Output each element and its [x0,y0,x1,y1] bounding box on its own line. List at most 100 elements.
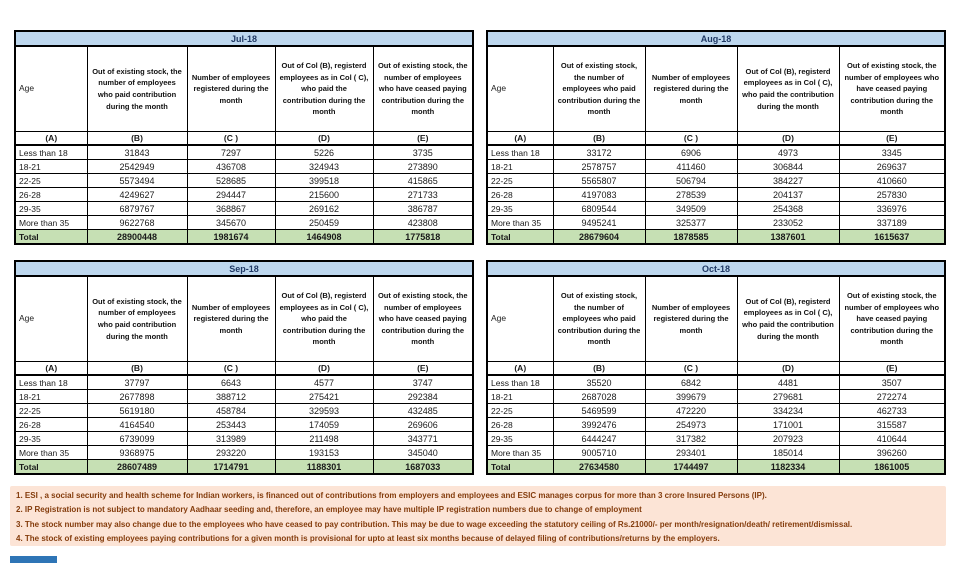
age-label-cell: 22-25 [486,403,554,418]
age-label-cell: More than 35 [14,445,88,460]
column-header: Number of employees registered during th… [644,45,738,132]
column-header: Out of existing stock, the number of emp… [372,45,474,132]
value-cell: 35520 [552,374,646,390]
value-cell: 1188301 [274,459,374,475]
month-title: Sep-18 [14,260,474,277]
value-cell: 3345 [838,144,946,160]
value-cell: 1387601 [736,229,840,245]
total-label-cell: Total [486,459,554,475]
column-header: Out of existing stock, the number of emp… [86,45,188,132]
value-cell: 4249627 [86,187,188,202]
total-row: Total 27634580 1744497 1182334 1861005 [486,459,946,475]
value-cell: 2542949 [86,159,188,174]
value-cell: 1861005 [838,459,946,475]
column-header: Out of existing stock, the number of emp… [372,275,474,362]
value-cell: 9495241 [552,215,646,230]
value-cell: 324943 [274,159,374,174]
age-label-cell: 18-21 [486,159,554,174]
value-cell: 345040 [372,445,474,460]
value-cell: 336976 [838,201,946,216]
column-header: Number of employees registered during th… [644,275,738,362]
value-cell: 233052 [736,215,840,230]
sheet-tab-fragment[interactable] [10,556,57,563]
value-cell: 3747 [372,374,474,390]
value-cell: 293220 [186,445,276,460]
column-header: Out of existing stock, the number of emp… [838,275,946,362]
value-cell: 337189 [838,215,946,230]
age-label-cell: 29-35 [14,201,88,216]
column-letter: (D) [274,131,374,146]
value-cell: 254368 [736,201,840,216]
column-letter: (D) [274,361,374,376]
value-cell: 436708 [186,159,276,174]
value-cell: 399518 [274,173,374,188]
value-cell: 254973 [644,417,738,432]
value-cell: 423808 [372,215,474,230]
month-table: Aug-18 Age Out of existing stock, the numb… [486,30,947,245]
column-letter: (C ) [644,131,738,146]
table-row: 22-25 5619180 458784 329593 432485 [14,403,474,418]
value-cell: 386787 [372,201,474,216]
column-letter: (A) [486,131,554,146]
column-letter: (B) [86,131,188,146]
age-label-cell: Less than 18 [486,374,554,390]
table-row: Less than 18 31843 7297 5226 3735 [14,144,474,160]
age-label-cell: More than 35 [486,215,554,230]
table-row: Less than 18 35520 6842 4481 3507 [486,374,946,390]
table-row: 22-25 5573494 528685 399518 415865 [14,173,474,188]
value-cell: 28679604 [552,229,646,245]
value-cell: 257830 [838,187,946,202]
table-row: 18-21 2687028 399679 279681 272274 [486,389,946,404]
month-title: Jul-18 [14,30,474,47]
value-cell: 279681 [736,389,840,404]
footnote-line-2: 2. IP Registration is not subject to man… [16,505,642,515]
age-label-cell: Less than 18 [486,144,554,160]
column-letter: (A) [14,361,88,376]
age-label-cell: 18-21 [486,389,554,404]
value-cell: 6906 [644,144,738,160]
age-label-cell: 26-28 [14,417,88,432]
column-letter: (B) [86,361,188,376]
age-label-cell: Less than 18 [14,374,88,390]
value-cell: 472220 [644,403,738,418]
value-cell: 410644 [838,431,946,446]
value-cell: 193153 [274,445,374,460]
age-label-cell: 26-28 [14,187,88,202]
age-label-cell: 26-28 [486,187,554,202]
total-row: Total 28607489 1714791 1188301 1687033 [14,459,474,475]
column-header: Out of Col (B), registerd employees as i… [274,275,374,362]
value-cell: 458784 [186,403,276,418]
value-cell: 6643 [186,374,276,390]
month-table-wrapper-aug-18: Aug-18 Age Out of existing stock, the numb… [486,30,947,245]
column-letter: (E) [372,131,474,146]
value-cell: 5469599 [552,403,646,418]
table-row: More than 35 9495241 325377 233052 337189 [486,215,946,230]
table-row: More than 35 9622768 345670 250459 423808 [14,215,474,230]
value-cell: 6444247 [552,431,646,446]
age-label-cell: 18-21 [14,389,88,404]
value-cell: 4481 [736,374,840,390]
age-label-cell: 22-25 [14,403,88,418]
value-cell: 271733 [372,187,474,202]
value-cell: 6842 [644,374,738,390]
value-cell: 1981674 [186,229,276,245]
value-cell: 9005710 [552,445,646,460]
value-cell: 207923 [736,431,840,446]
column-header: Out of existing stock, the number of emp… [552,275,646,362]
value-cell: 432485 [372,403,474,418]
value-cell: 37797 [86,374,188,390]
table-row: 22-25 5469599 472220 334234 462733 [486,403,946,418]
column-letter: (C ) [186,361,276,376]
table-row: 18-21 2677898 388712 275421 292384 [14,389,474,404]
value-cell: 204137 [736,187,840,202]
value-cell: 250459 [274,215,374,230]
column-header-age: Age [14,275,88,362]
value-cell: 411460 [644,159,738,174]
age-label-cell: 18-21 [14,159,88,174]
month-title: Oct-18 [486,260,946,277]
table-row: Less than 18 33172 6906 4973 3345 [486,144,946,160]
column-header-age: Age [486,45,554,132]
value-cell: 384227 [736,173,840,188]
month-table-wrapper-sep-18: Sep-18 Age Out of existing stock, the numb… [14,260,475,475]
footnote-line-4: 4. The stock of existing employees payin… [16,533,720,543]
